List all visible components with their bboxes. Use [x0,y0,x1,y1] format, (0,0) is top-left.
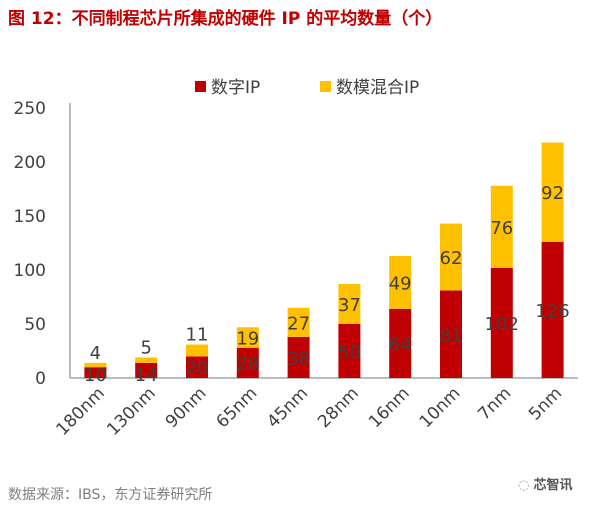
y-tick-label: 100 [14,261,46,281]
bar-digital-10nm [440,290,462,378]
bar-digital-90nm [186,356,208,378]
x-tick-label: 180nm [53,383,109,439]
y-tick-label: 0 [35,369,46,389]
data-label: 20 [186,358,209,379]
data-label: 102 [485,314,519,335]
data-label: 126 [535,301,569,322]
x-tick-label: 16nm [365,383,414,432]
data-label: 19 [236,329,259,350]
y-tick-label: 150 [14,207,46,227]
x-tick-label: 7nm [474,383,515,424]
data-label: 14 [135,365,158,386]
bar-digital-180nm [84,367,107,378]
data-label: 10 [84,365,107,386]
data-label: 37 [338,295,361,316]
x-tick-label: 5nm [525,383,566,424]
watermark: ◌ 芯智讯 [518,474,573,493]
data-label: 64 [389,334,412,355]
x-tick-label: 10nm [416,383,465,432]
bar-digital-65nm [236,347,259,378]
data-label: 62 [440,248,463,269]
y-tick-label: 50 [24,315,46,335]
legend-label-0: 数字IP [211,78,260,98]
bar-mixed-90nm [186,344,208,357]
data-label: 92 [541,183,564,204]
chart-title: 图 12：不同制程芯片所集成的硬件 IP 的平均数量（个） [8,9,443,29]
source-note: 数据来源：IBS，东方证券研究所 [8,487,213,503]
bar-digital-45nm [287,336,310,378]
bar-mixed-180nm [84,362,107,368]
data-label: 27 [287,313,310,334]
bar-mixed-45nm [287,307,310,337]
wechat-icon: ◌ [518,478,534,493]
legend-label-1: 数模混合IP [336,78,419,98]
x-tick-label: 45nm [263,383,312,432]
x-tick-label: 28nm [314,383,363,432]
data-label: 81 [440,325,463,346]
data-label: 49 [389,273,412,294]
data-label: 50 [338,342,361,363]
data-label: 11 [186,325,209,346]
watermark-text: 芯智讯 [533,478,573,493]
bar-digital-7nm [490,267,513,378]
bar-digital-5nm [541,241,564,378]
bar-mixed-130nm [135,357,158,363]
data-label: 28 [236,354,259,375]
bar-mixed-5nm [541,142,564,242]
data-label: 76 [490,218,513,239]
bar-mixed-28nm [338,284,361,324]
y-tick-label: 250 [14,99,46,119]
y-tick-label: 200 [14,153,46,173]
bar-digital-28nm [338,324,361,378]
data-label: 38 [287,348,310,369]
legend-swatch-1 [320,81,331,92]
data-label: 4 [90,343,101,364]
bar-mixed-16nm [389,255,412,309]
legend-swatch-0 [195,81,206,92]
bar-digital-130nm [135,362,158,378]
x-tick-label: 130nm [103,383,159,439]
bar-mixed-10nm [440,223,462,291]
x-tick-label: 90nm [162,383,211,432]
bar-mixed-7nm [490,185,513,268]
x-tick-label: 65nm [213,383,262,432]
data-label: 5 [140,337,151,358]
bar-mixed-65nm [236,327,259,348]
bar-digital-16nm [389,308,412,378]
